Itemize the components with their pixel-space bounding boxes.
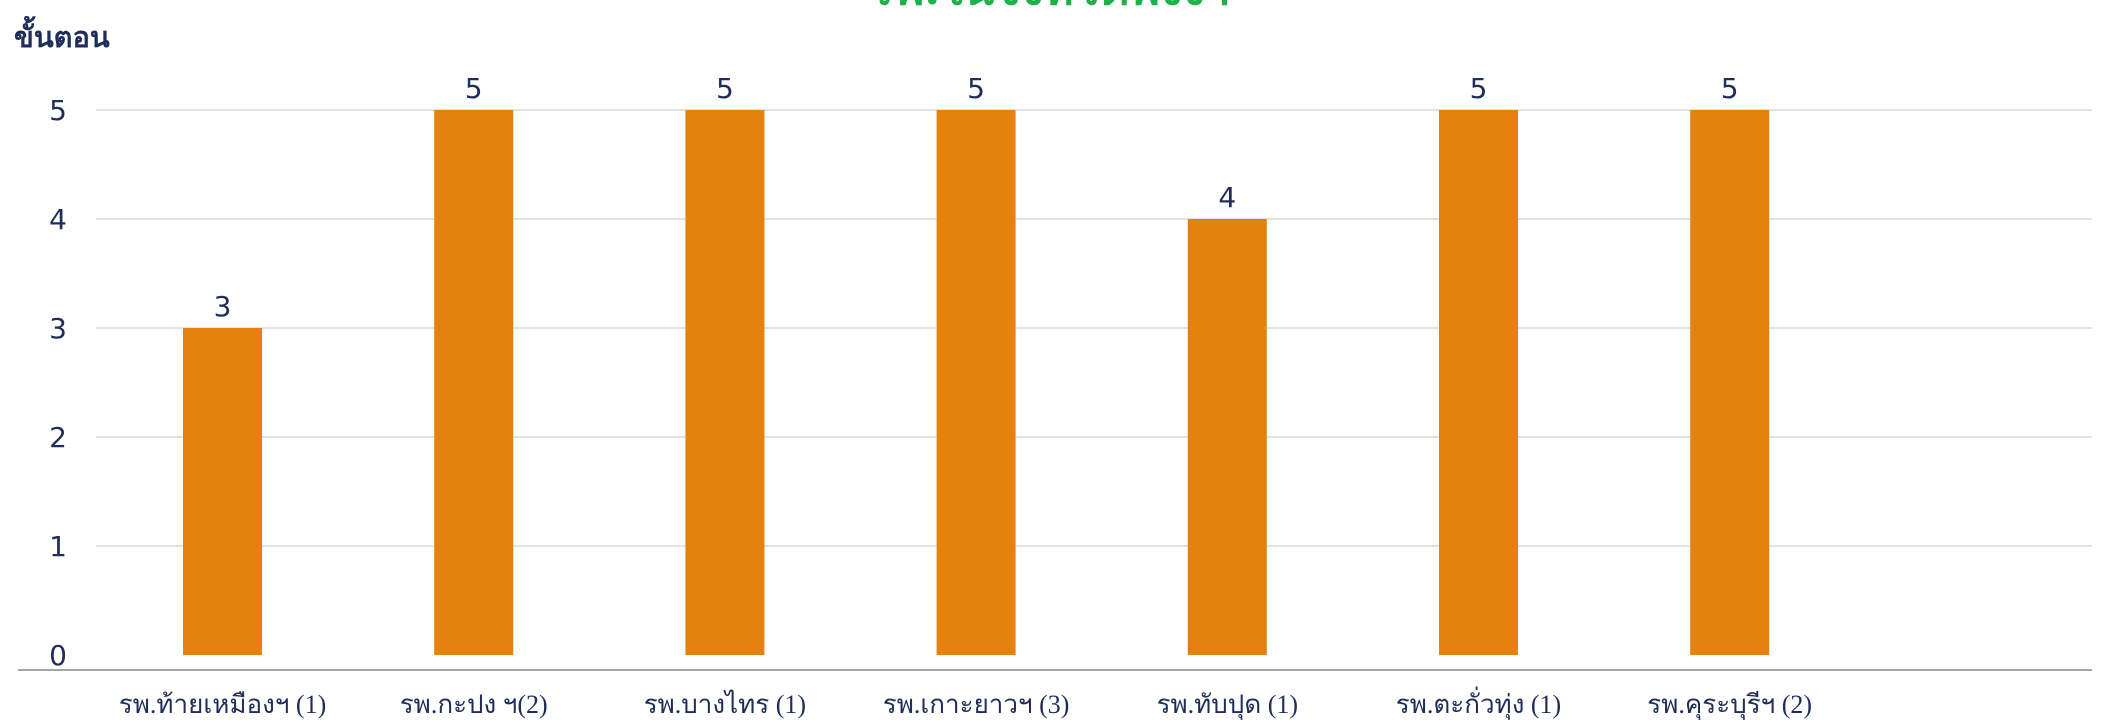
data-label: 5 [967,72,985,105]
bars [183,110,1770,655]
data-label: 3 [214,290,232,323]
x-tick-label: รพ.เกาะยาวฯ (3) [883,690,1070,719]
labels: 0 1 2 3 4 5 3 รพ.ท้ายเหมืองฯ (1) 5 รพ.กะปง ฯ(2) 5 ร… [49,72,1812,720]
y-tick-label: 3 [49,312,67,345]
bar [1187,219,1267,655]
bar [183,328,262,655]
data-label: 4 [1218,181,1236,214]
bar [685,110,765,655]
y-tick-label: 1 [49,530,67,563]
x-tick-label: รพ.คุระบุรีฯ (2) [1647,690,1812,720]
x-tick-label: รพ.ตะกั่วทุ่ง (1) [1396,686,1561,720]
bar [1439,110,1518,655]
bar [434,110,514,655]
y-tick-label: 4 [49,203,67,236]
y-tick-label: 0 [49,639,67,672]
data-label: 5 [716,72,734,105]
y-tick-label: 2 [49,421,67,454]
x-tick-label: รพ.ท้ายเหมืองฯ (1) [119,690,326,719]
gridlines [96,109,2092,547]
x-tick-label: รพ.บางไทร (1) [644,689,806,719]
chart-title: รพ.ในจังหวัดพังงา [869,0,1230,15]
data-label: 5 [1470,72,1488,105]
bar [936,110,1016,655]
data-label: 5 [465,72,483,105]
bar [1690,110,1770,655]
data-label: 5 [1721,72,1739,105]
x-tick-label: รพ.กะปง ฯ(2) [400,690,548,719]
y-tick-label: 5 [49,94,67,127]
y-axis-label: ขั้นตอน [14,15,110,54]
x-tick-label: รพ.ทับปุด (1) [1157,690,1298,720]
